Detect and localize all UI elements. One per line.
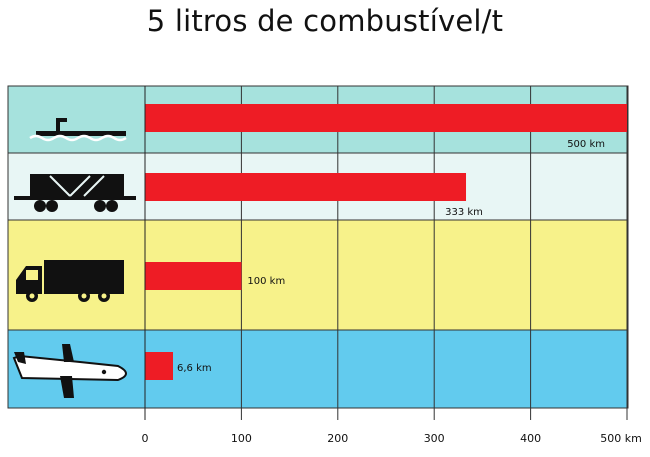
data-label-trem: 333 km [445, 207, 483, 218]
truck-icon [16, 260, 124, 302]
data-label-caminhão: 100 km [247, 276, 285, 287]
x-tick-label: 500 km [600, 432, 642, 445]
x-tick-label: 400 [520, 432, 541, 445]
x-tick-label: 100 [231, 432, 252, 445]
bar-trem [145, 173, 467, 201]
bar-navio [145, 104, 627, 132]
bar-avião [145, 352, 173, 380]
bar-caminhão [145, 262, 242, 290]
chart-title: 5 litros de combustível/t [146, 4, 504, 38]
train-icon [14, 174, 136, 212]
data-label-navio: 500 km [567, 139, 605, 150]
x-tick-label: 200 [327, 432, 348, 445]
x-tick-label: 300 [424, 432, 445, 445]
airplane-icon [12, 344, 127, 398]
x-tick-label: 0 [142, 432, 149, 445]
data-label-avião: 6,6 km [177, 363, 212, 374]
ship-icon [29, 118, 127, 142]
